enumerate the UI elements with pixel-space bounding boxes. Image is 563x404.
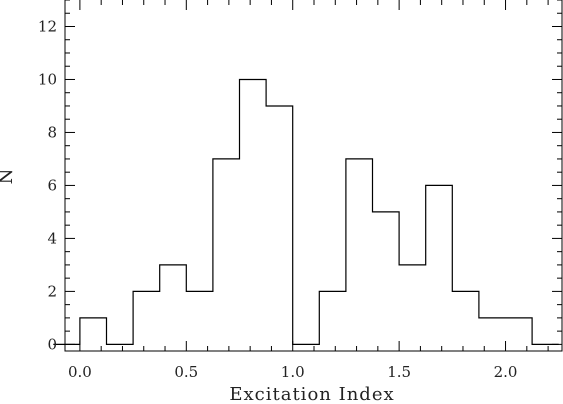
ticks-layer xyxy=(65,0,562,351)
x-tick-label: 0.5 xyxy=(174,363,198,381)
y-tick-label: 4 xyxy=(47,229,57,247)
x-tick-label: 1.5 xyxy=(387,363,411,381)
y-tick-labels: 0 2 4 6 8 10 12 xyxy=(38,17,57,353)
y-axis-title: N xyxy=(0,168,17,185)
x-tick-label: 1.0 xyxy=(281,363,305,381)
x-tick-label: 0.0 xyxy=(68,363,92,381)
x-axis-title: Excitation Index xyxy=(229,384,394,404)
y-tick-label: 2 xyxy=(47,282,57,300)
y-tick-label: 6 xyxy=(47,176,57,194)
y-tick-label: 0 xyxy=(47,335,57,353)
y-tick-label: 10 xyxy=(38,70,57,88)
histogram-step-line xyxy=(53,78,559,345)
y-tick-label: 8 xyxy=(47,123,57,141)
plot-frame xyxy=(64,0,563,352)
y-tick-label: 12 xyxy=(38,17,57,35)
x-tick-label: 2.0 xyxy=(494,363,518,381)
x-tick-labels: 0.0 0.5 1.0 1.5 2.0 xyxy=(68,363,518,381)
